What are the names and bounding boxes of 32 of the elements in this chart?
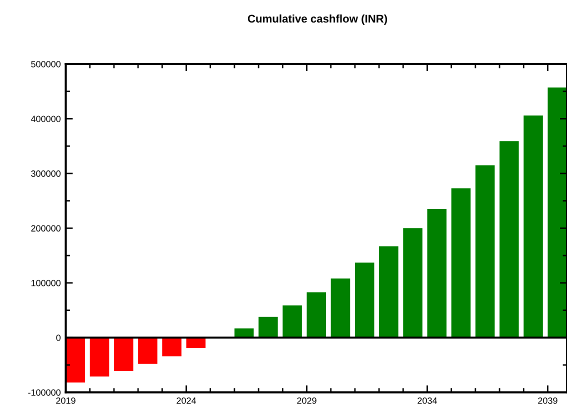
bar — [90, 338, 110, 376]
bar — [427, 209, 447, 338]
bar — [475, 165, 495, 338]
bar — [66, 338, 86, 382]
bar — [451, 188, 471, 338]
y-tick-label: 100000 — [31, 280, 61, 286]
y-tick-label: -100000 — [28, 389, 61, 396]
y-tick-label: 400000 — [30, 116, 61, 122]
bar — [186, 338, 206, 348]
bar — [114, 338, 134, 372]
y-tick-label: 300000 — [31, 170, 61, 177]
x-tick-label: 2029 — [297, 397, 316, 404]
chart-title: Cumulative cashflow (INR) — [248, 14, 388, 25]
y-tick-label: 500000 — [31, 60, 61, 68]
bar — [403, 228, 422, 338]
bar — [524, 115, 543, 338]
bar — [548, 88, 567, 338]
y-tick-label: 0 — [56, 334, 61, 341]
bar — [138, 338, 158, 364]
bar — [282, 305, 302, 338]
bar — [330, 278, 350, 338]
bar — [354, 262, 374, 338]
x-tick-label: 2024 — [176, 397, 196, 404]
bar — [500, 141, 519, 338]
bar — [379, 246, 398, 338]
bar — [258, 316, 278, 338]
x-tick-label: 2034 — [418, 397, 438, 404]
y-tick-label: 200000 — [31, 225, 61, 232]
x-tick-label: 2039 — [538, 397, 558, 404]
bar — [306, 292, 326, 338]
x-tick-label: 2019 — [56, 397, 76, 404]
bar — [162, 338, 182, 356]
